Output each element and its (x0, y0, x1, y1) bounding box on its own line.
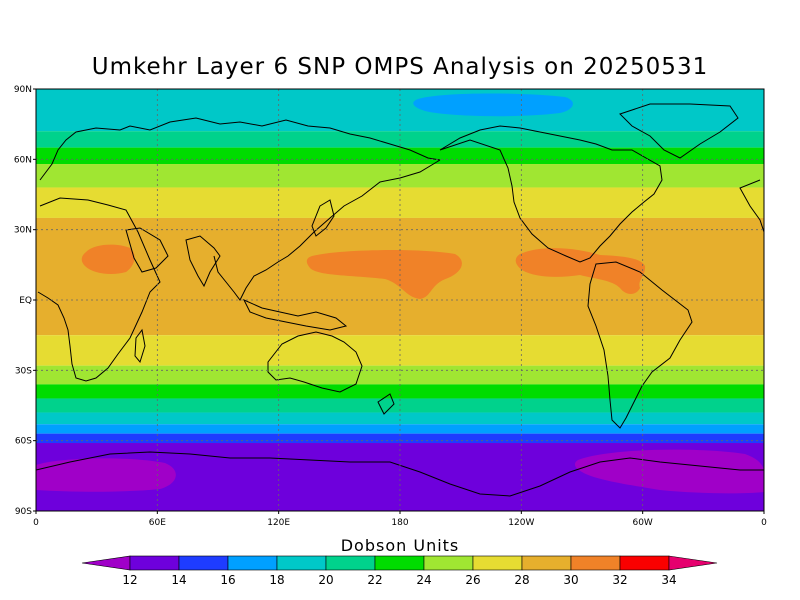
ozone-band-11 (36, 424, 764, 434)
colorbar-swatch (472, 555, 523, 571)
colorbar-level-label: 20 (318, 573, 333, 587)
colorbar-level-label: 16 (220, 573, 235, 587)
high-ozone-region-central-america (515, 248, 646, 294)
colorbar-swatch (570, 555, 621, 571)
lat-tick-label: 60N (14, 155, 32, 165)
colorbar-swatch (325, 555, 376, 571)
colorbar-level-label: 18 (269, 573, 284, 587)
colorbar-swatch (521, 555, 572, 571)
colorbar-swatch (227, 555, 278, 571)
colorbar-arrow-high (668, 555, 718, 571)
coastlines (36, 103, 764, 497)
colorbar-swatch (423, 555, 474, 571)
coastline-east-asia (213, 159, 441, 301)
colorbar-level-label: 34 (661, 573, 676, 587)
coastline-greenland (619, 103, 739, 159)
lon-tick-label: 60W (632, 518, 652, 528)
coastline-antarctica (36, 451, 764, 497)
lat-tick-label: 90N (14, 85, 32, 95)
colorbar-title: Dobson Units (340, 536, 460, 555)
colorbar-swatch (129, 555, 180, 571)
ozone-band-12 (36, 433, 764, 444)
high-ozone-region-africa (81, 244, 135, 274)
colorbar-level-label: 12 (122, 573, 137, 587)
ozone-band-8 (36, 384, 764, 399)
lon-tick-label: 0 (33, 518, 39, 528)
coastline-arabia (125, 227, 169, 273)
colorbar: 12 14 16 18 20 22 24 26 28 30 32 34 (81, 555, 718, 587)
coastline-eurasia-north (39, 117, 441, 181)
colorbar-level-label: 22 (367, 573, 382, 587)
colorbar-level-label: 24 (416, 573, 431, 587)
coastline-africa (37, 197, 161, 382)
lat-tick-label: 90S (15, 507, 32, 517)
colorbar-level-label: 32 (612, 573, 627, 587)
map-title: Umkehr Layer 6 SNP OMPS Analysis on 2025… (91, 54, 709, 80)
colorbar-swatch (374, 555, 425, 571)
low-ozone-region-north-pacific (413, 93, 573, 117)
lat-tick-label: 30S (15, 366, 32, 376)
lon-tick-label: 60E (149, 518, 166, 528)
lat-tick-label: 60S (15, 437, 32, 447)
coastline-south-america (587, 261, 693, 429)
graticule (36, 89, 764, 511)
colorbar-level-label: 28 (514, 573, 529, 587)
coastline-madagascar (134, 328, 146, 364)
lon-tick-label: 120W (508, 518, 534, 528)
colorbar-level-label: 30 (563, 573, 578, 587)
colorbar-swatch (619, 555, 670, 571)
colorbar-swatch (178, 555, 229, 571)
ozone-band-10 (36, 412, 764, 425)
lon-tick-label: 180 (391, 518, 408, 528)
coastline-north-america (439, 125, 663, 263)
colorbar-arrow-low (81, 555, 131, 571)
coastline-new-zealand (377, 393, 395, 415)
coastline-maritime-continent (242, 298, 348, 331)
coastline-japan (311, 199, 335, 237)
high-ozone-region-central-pacific (306, 250, 462, 299)
lat-tick-label: EQ (19, 296, 32, 306)
coastline-india (185, 235, 221, 288)
lon-tick-label: 0 (761, 518, 767, 528)
colorbar-swatch (276, 555, 327, 571)
coastline-australia (267, 331, 363, 393)
lat-tick-label: 30N (14, 226, 32, 236)
colorbar-level-label: 14 (171, 573, 186, 587)
minimum-ozone-region-antarctic (574, 449, 764, 494)
colorbar-level-label: 26 (465, 573, 480, 587)
coastline-europe (739, 179, 764, 233)
lon-tick-label: 120E (267, 518, 290, 528)
minimum-ozone-region-south-atlantic (36, 458, 176, 492)
